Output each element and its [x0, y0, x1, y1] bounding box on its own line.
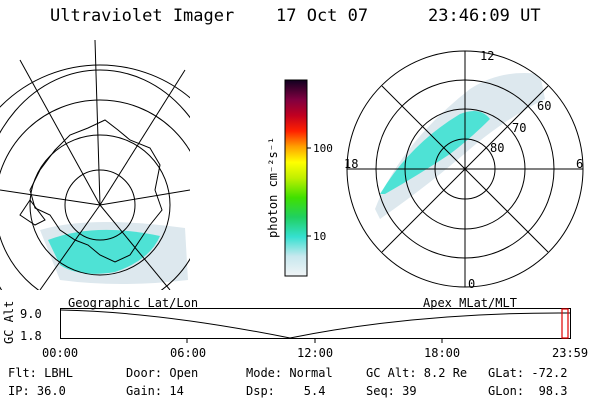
seq-info: Seq: 39	[366, 384, 417, 398]
mlt-label-18: 18	[344, 157, 358, 171]
xtick-1200: 12:00	[297, 346, 334, 360]
gc-alt-ymax: 9.0	[20, 307, 42, 321]
instrument-title: Ultraviolet Imager	[50, 6, 235, 26]
lat-circle-inner	[64, 169, 136, 241]
mlt-label-0: 0	[468, 277, 475, 291]
colorbar-scale	[284, 79, 308, 277]
lat-circle-outer	[0, 99, 190, 290]
colorbar: 100 10 photon cm⁻²s⁻¹	[266, 79, 333, 277]
altitude-plot-frame	[60, 308, 571, 339]
xtick-0000: 00:00	[42, 346, 79, 360]
colorbar-tick-100: 100	[313, 142, 333, 155]
dsp-info: Dsp: 5.4	[246, 384, 326, 398]
gain-info: Gain: 14	[126, 384, 184, 398]
polar-plot: 12 18 6 0 60 70 80	[344, 49, 584, 291]
colorbar-unit-label: photon cm⁻²s⁻¹	[266, 137, 280, 238]
xtick-1800: 18:00	[424, 346, 461, 360]
gc-alt-ymin: 1.8	[20, 329, 42, 343]
mlt-label-12: 12	[480, 49, 494, 63]
time-label: 23:46:09 UT	[428, 6, 541, 26]
xtick-2359: 23:59	[552, 346, 589, 360]
gc-alt-info: GC Alt: 8.2 Re	[366, 366, 468, 380]
mode-info: Mode: Normal	[246, 366, 333, 380]
geographic-map	[0, 40, 190, 290]
filter-info: Flt: LBHL	[8, 366, 74, 380]
geographic-label: Geographic Lat/Lon	[68, 296, 199, 310]
coastline	[29, 119, 163, 263]
altitude-curve	[60, 309, 571, 339]
current-time-marker	[561, 308, 569, 339]
mlat-label-80: 80	[490, 141, 504, 155]
door-info: Door: Open	[126, 366, 199, 380]
mlat-label-70: 70	[512, 121, 526, 135]
mlat-label-60: 60	[537, 99, 551, 113]
colorbar-tick-10: 10	[313, 230, 326, 243]
mlt-label-6: 6	[576, 157, 583, 171]
lat-circle-edge	[0, 64, 190, 108]
aurora-oval-right	[380, 110, 490, 194]
date-label: 17 Oct 07	[276, 6, 369, 26]
altitude-plot	[60, 308, 571, 343]
glon-info: GLon: 98.3	[488, 384, 568, 398]
lat-circle-mid	[29, 134, 171, 276]
glat-info: GLat: -72.2	[488, 366, 568, 380]
globe-outline	[0, 69, 190, 290]
gc-alt-ylabel: GC Alt	[2, 300, 16, 344]
apex-label: Apex MLat/MLT	[423, 296, 517, 310]
ip-info: IP: 36.0	[8, 384, 66, 398]
xtick-0600: 06:00	[170, 346, 207, 360]
